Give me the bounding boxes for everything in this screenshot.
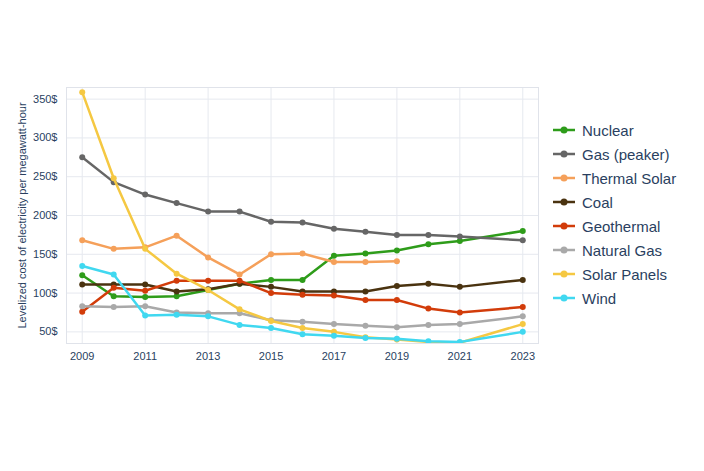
svg-text:2015: 2015 (259, 350, 283, 362)
svg-text:2021: 2021 (448, 350, 472, 362)
svg-text:2019: 2019 (385, 350, 409, 362)
svg-text:100$: 100$ (33, 287, 57, 299)
svg-text:2009: 2009 (70, 350, 94, 362)
svg-text:150$: 150$ (33, 248, 57, 260)
svg-text:350$: 350$ (33, 93, 57, 105)
html-text:Coal: Coal (582, 193, 613, 211)
html-text:Natural Gas: Natural Gas (582, 241, 662, 259)
html-text:Thermal Solar: Thermal Solar (582, 169, 677, 187)
svg-text:Levelized cost of electricity: Levelized cost of electricity per megawa… (16, 102, 28, 329)
svg-text:50$: 50$ (39, 325, 57, 337)
svg-text:200$: 200$ (33, 209, 57, 221)
svg-text:300$: 300$ (33, 131, 57, 143)
svg-text:2013: 2013 (196, 350, 220, 362)
svg-text:2017: 2017 (322, 350, 346, 362)
html-text:Wind: Wind (582, 289, 617, 307)
html-text:Nuclear: Nuclear (582, 121, 634, 139)
svg-text:250$: 250$ (33, 170, 57, 182)
svg-text:2011: 2011 (133, 350, 157, 362)
html-text:Geothermal: Geothermal (582, 217, 661, 235)
svg-text:2023: 2023 (511, 350, 535, 362)
html-text:Gas (peaker): Gas (peaker) (582, 145, 670, 163)
html-text:Solar Panels: Solar Panels (582, 265, 668, 283)
